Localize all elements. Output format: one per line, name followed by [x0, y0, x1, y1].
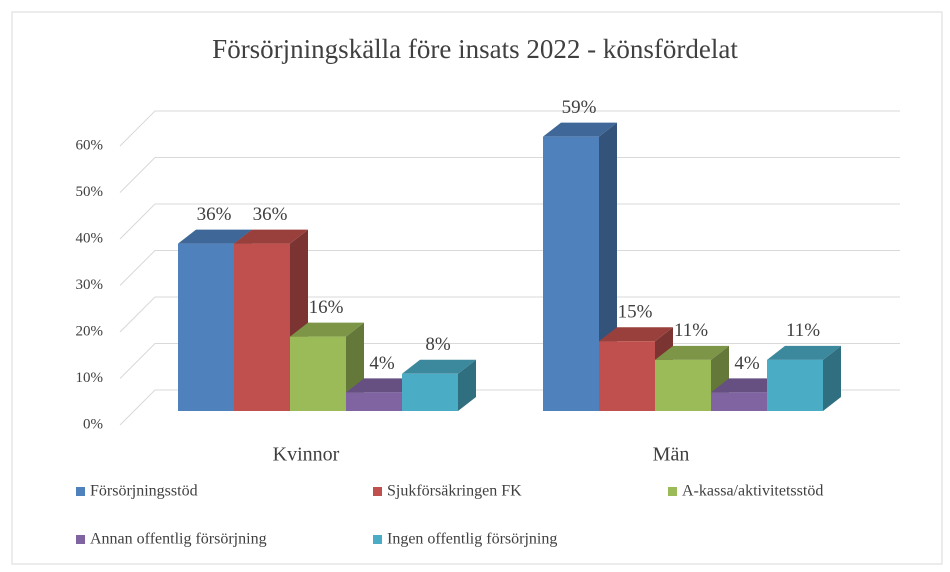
legend-swatch	[373, 487, 382, 496]
data-label: 11%	[674, 320, 708, 341]
data-label: 15%	[618, 302, 653, 323]
legend-swatch	[668, 487, 677, 496]
bar	[290, 336, 346, 411]
legend-label: Försörjningsstöd	[90, 483, 198, 500]
grid-line	[119, 296, 900, 333]
grid-line	[119, 110, 900, 147]
bar-top	[290, 322, 364, 337]
legend-label: Sjukförsäkringen FK	[387, 483, 522, 500]
bar	[346, 392, 402, 411]
bar-top	[178, 229, 252, 244]
y-tick-label: 0%	[83, 416, 103, 432]
grid-line	[119, 203, 900, 240]
data-label: 11%	[786, 320, 820, 341]
bar	[767, 359, 823, 411]
bar	[234, 243, 290, 411]
grid-line	[119, 157, 900, 193]
bar-top	[402, 359, 476, 374]
y-tick-label: 20%	[76, 323, 104, 339]
chart-frame	[11, 11, 943, 565]
bar	[711, 392, 767, 411]
bar	[655, 359, 711, 411]
y-tick-label: 30%	[76, 277, 104, 293]
data-label: 16%	[309, 297, 344, 318]
bar	[543, 136, 599, 411]
legend-label: A-kassa/aktivitetsstöd	[682, 483, 823, 500]
data-label: 36%	[197, 204, 232, 225]
y-tick-label: 40%	[76, 230, 104, 246]
data-label: 59%	[562, 97, 597, 118]
bar	[599, 341, 655, 411]
bar-side	[458, 359, 476, 411]
x-tick-label: Män	[653, 444, 690, 466]
legend-swatch	[373, 535, 382, 544]
legend-swatch	[76, 535, 85, 544]
bar-top	[234, 229, 308, 244]
bar-top	[346, 378, 420, 393]
bar-top	[711, 378, 785, 393]
y-tick-label: 60%	[76, 137, 104, 153]
chart-title: Försörjningskälla före insats 2022 - kön…	[212, 34, 738, 64]
data-label: 36%	[253, 204, 288, 225]
y-tick-label: 50%	[76, 184, 104, 200]
bar-top	[543, 122, 617, 137]
bar	[178, 243, 234, 411]
legend-label: Ingen offentlig försörjning	[387, 531, 557, 548]
grid-line	[119, 250, 900, 286]
legend-swatch	[76, 487, 85, 496]
x-tick-label: Kvinnor	[273, 444, 340, 466]
bar-top	[655, 345, 729, 360]
y-tick-label: 10%	[76, 370, 104, 386]
bar-top	[599, 327, 673, 342]
legend-label: Annan offentlig försörjning	[90, 531, 267, 548]
bar-top	[767, 345, 841, 360]
bar	[402, 373, 458, 411]
data-label: 4%	[734, 353, 760, 374]
bar-side	[823, 345, 841, 411]
data-label: 4%	[369, 353, 395, 374]
data-label: 8%	[425, 334, 451, 355]
